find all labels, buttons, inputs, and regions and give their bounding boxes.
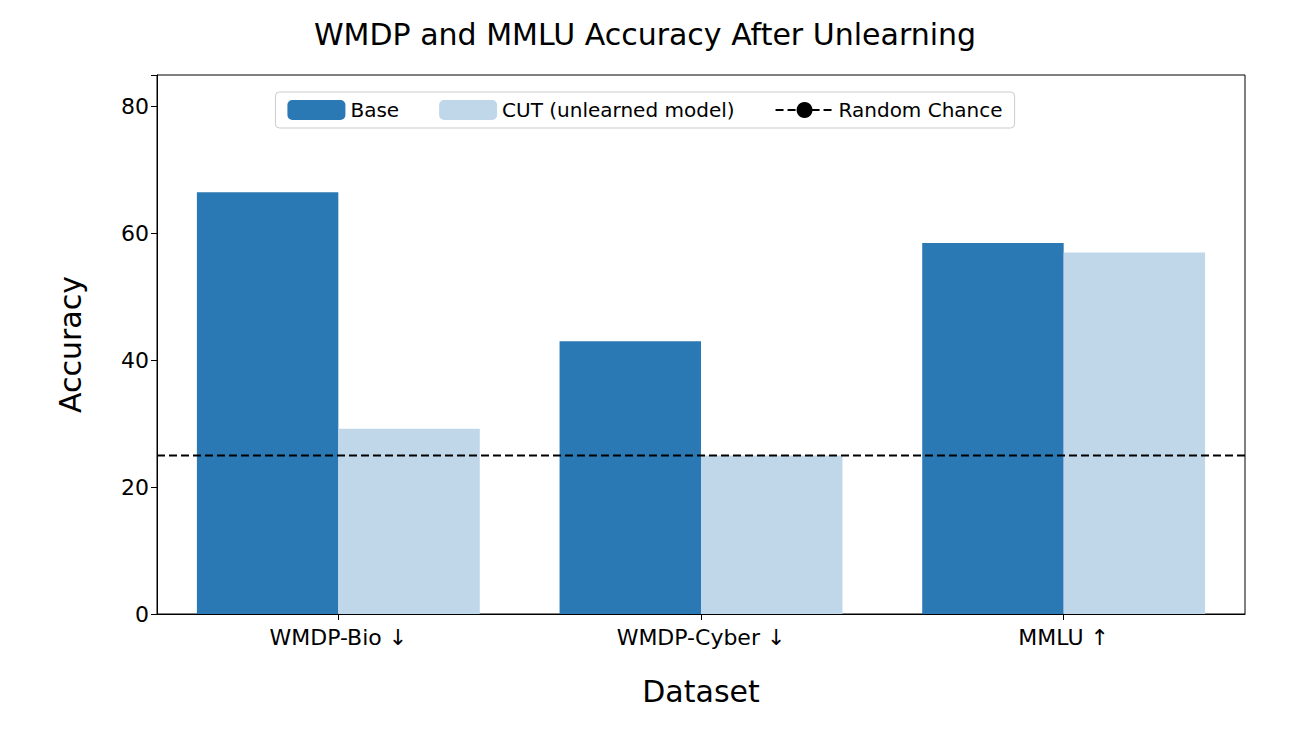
svg-text:WMDP and MMLU Accuracy After U: WMDP and MMLU Accuracy After Unlearning [314,17,976,52]
svg-text:60: 60 [121,221,149,246]
svg-text:WMDP-Cyber ↓: WMDP-Cyber ↓ [617,625,786,650]
svg-text:Random Chance: Random Chance [839,98,1003,122]
svg-text:Base: Base [350,98,399,122]
svg-text:Accuracy: Accuracy [53,276,88,413]
svg-text:CUT (unlearned model): CUT (unlearned model) [502,98,734,122]
svg-text:MMLU ↑: MMLU ↑ [1018,625,1109,650]
svg-text:Dataset: Dataset [642,674,760,709]
svg-text:0: 0 [135,602,149,627]
svg-text:WMDP-Bio ↓: WMDP-Bio ↓ [269,625,407,650]
svg-text:80: 80 [121,94,149,119]
svg-text:20: 20 [121,475,149,500]
svg-text:40: 40 [121,348,149,373]
